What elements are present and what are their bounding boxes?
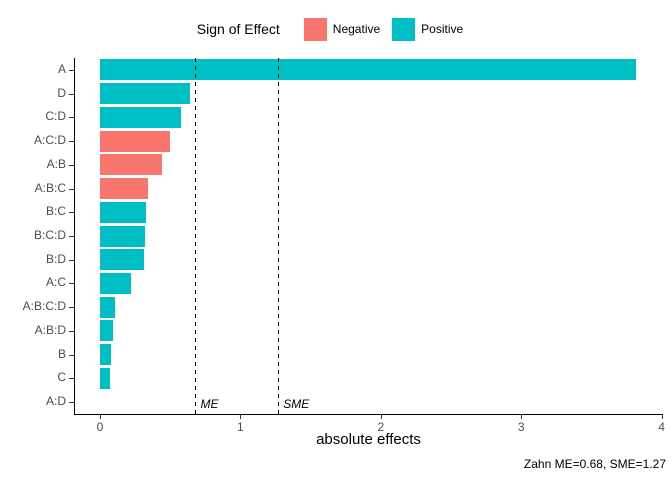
bar: [100, 178, 148, 200]
y-tick-mark: [69, 354, 74, 356]
y-axis-label: A:C:D: [33, 133, 66, 148]
negative-swatch-icon: [303, 17, 327, 41]
y-axis-label: A:B:C:D: [22, 299, 66, 314]
bar: [100, 320, 113, 342]
reference-line: [278, 58, 280, 414]
y-tick-mark: [69, 402, 74, 404]
bar: [100, 225, 145, 247]
legend-item-negative: Negative: [303, 17, 381, 41]
reference-line-label: ME: [200, 397, 219, 411]
y-axis-label: C:D: [45, 109, 66, 124]
legend-title: Sign of Effect: [196, 21, 280, 37]
x-tick-label: 4: [658, 420, 665, 434]
y-axis-label: A:D: [45, 394, 66, 409]
y-tick-mark: [69, 212, 74, 214]
bar: [100, 130, 171, 152]
legend-item-positive: Positive: [392, 17, 464, 41]
x-tick-mark: [240, 414, 242, 419]
x-tick-label: 0: [96, 420, 104, 434]
bar: [100, 59, 637, 81]
y-axis-label: A: [57, 61, 66, 76]
legend: Sign of Effect Negative Positive: [0, 12, 672, 46]
bar: [100, 106, 182, 128]
positive-swatch-icon: [392, 17, 416, 41]
y-axis-label: B: [57, 346, 66, 361]
bar: [100, 272, 131, 294]
bar: [100, 344, 112, 366]
y-axis-label: A:B:D: [34, 322, 66, 337]
reference-line-label: SME: [283, 397, 310, 411]
x-axis-title: absolute effects: [316, 431, 421, 448]
reference-line: [195, 58, 197, 414]
y-tick-mark: [69, 307, 74, 309]
x-tick-label: 3: [517, 420, 525, 434]
legend-label-negative: Negative: [332, 22, 381, 36]
y-axis-label: A:B: [46, 156, 66, 171]
y-tick-mark: [69, 69, 74, 71]
y-tick-mark: [69, 141, 74, 143]
y-tick-mark: [69, 93, 74, 95]
x-tick-mark: [100, 414, 101, 419]
y-tick-mark: [69, 117, 74, 119]
y-tick-mark: [69, 164, 74, 166]
y-axis-label: B:C:D: [33, 228, 66, 242]
chart-caption: Zahn ME=0.68, SME=1.27: [523, 457, 666, 471]
y-axis-line: [74, 58, 75, 414]
y-axis-label: B:D: [45, 251, 66, 266]
bar: [100, 201, 147, 223]
x-axis-line: [74, 414, 663, 415]
x-tick-mark: [661, 414, 663, 419]
bar: [100, 83, 190, 105]
bar: [100, 367, 110, 389]
y-tick-mark: [69, 259, 74, 261]
x-tick-label: 2: [377, 420, 385, 434]
x-tick-mark: [380, 414, 382, 419]
y-axis-label: D: [57, 85, 66, 100]
x-tick-mark: [521, 414, 523, 419]
x-tick-label: 1: [237, 420, 244, 434]
y-axis-label: A:B:C: [34, 180, 66, 195]
bar: [100, 249, 144, 271]
y-axis-label: C: [57, 370, 66, 385]
y-tick-mark: [69, 378, 74, 380]
legend-label-positive: Positive: [421, 22, 464, 36]
y-tick-mark: [69, 236, 74, 237]
y-tick-mark: [69, 188, 74, 190]
y-tick-mark: [69, 330, 74, 332]
y-axis-label: A:C: [45, 275, 66, 290]
y-tick-mark: [69, 283, 74, 285]
bar: [100, 296, 116, 318]
bar: [100, 154, 162, 176]
y-axis-label: B:C: [45, 204, 66, 219]
